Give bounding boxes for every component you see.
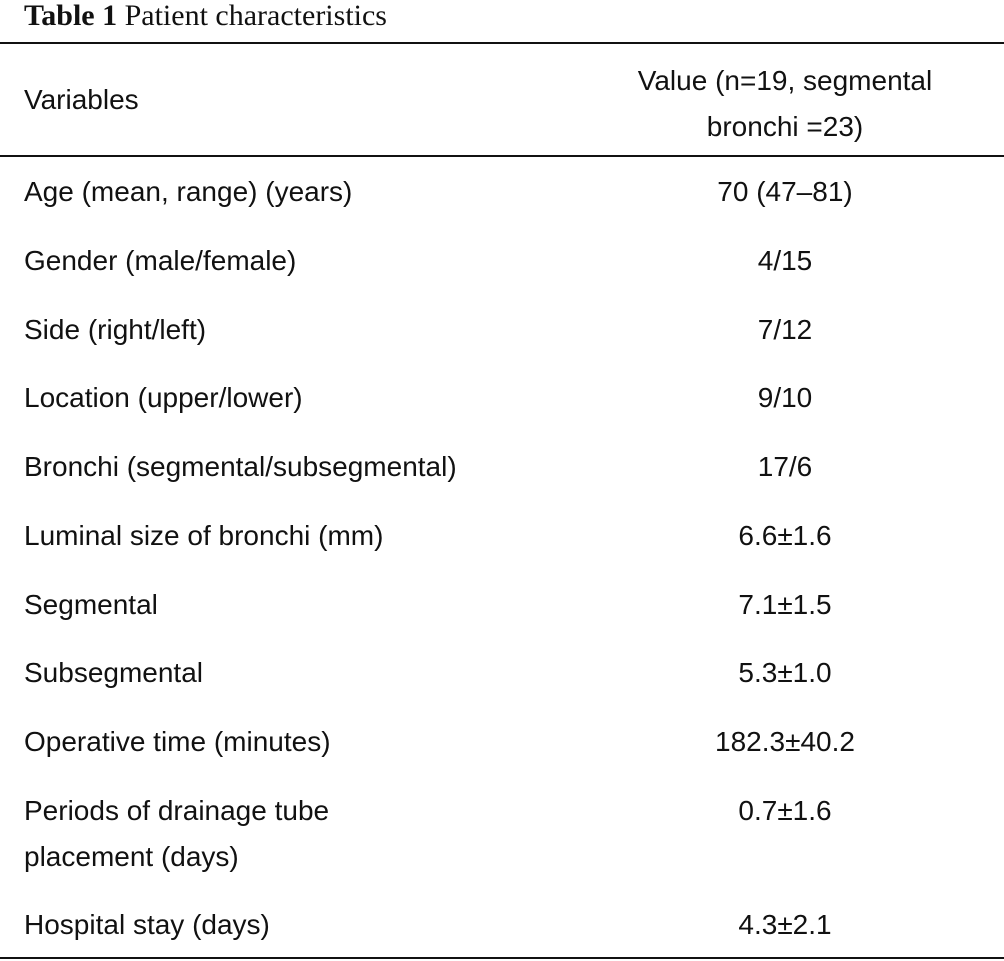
row-variable: Segmental: [24, 589, 158, 620]
row-variable: Side (right/left): [24, 314, 207, 345]
table-row: Subsegmental 5.3±1.0: [0, 638, 1004, 707]
row-variable: Operative time (minutes): [24, 726, 331, 757]
row-value: 7.1±1.5: [738, 589, 832, 620]
table-header: Variables Value (n=19, segmental bronchi…: [0, 44, 1004, 155]
row-variable: Age (mean, range) (years): [24, 176, 353, 207]
row-value: 4.3±2.1: [738, 909, 832, 940]
row-variable: Bronchi (segmental/subsegmental): [24, 451, 457, 482]
table-row: Bronchi (segmental/subsegmental) 17/6: [0, 432, 1004, 501]
table-row: Periods of drainage tube placement (days…: [0, 776, 1004, 890]
table-row: Gender (male/female) 4/15: [0, 226, 1004, 295]
row-value: 4/15: [757, 245, 813, 276]
row-variable-line2: placement (days): [24, 841, 239, 872]
row-variable: Hospital stay (days): [24, 909, 270, 940]
row-variable: Luminal size of bronchi (mm): [24, 520, 384, 551]
table-row: Location (upper/lower) 9/10: [0, 363, 1004, 432]
header-rule: [0, 155, 1004, 157]
row-value: 5.3±1.0: [738, 657, 832, 688]
table-row: Segmental 7.1±1.5: [0, 570, 1004, 638]
row-variable: Location (upper/lower): [24, 382, 303, 413]
row-value: 182.3±40.2: [715, 726, 855, 757]
header-value-line2: bronchi =23): [706, 111, 864, 142]
table-title: Patient characteristics: [124, 0, 387, 32]
row-variable: Subsegmental: [24, 657, 204, 688]
row-value: 0.7±1.6: [738, 795, 832, 826]
row-variable-line1: Periods of drainage tube: [24, 795, 330, 826]
table-caption: Table 1 Patient characteristics: [24, 0, 387, 36]
table-row: Hospital stay (days) 4.3±2.1: [0, 890, 1004, 959]
row-value: 9/10: [757, 382, 813, 413]
table-label: Table 1: [24, 0, 118, 32]
header-variables: Variables: [24, 83, 139, 115]
table-row: Side (right/left) 7/12: [0, 295, 1004, 363]
header-value-line1: Value (n=19, segmental: [637, 65, 933, 96]
row-variable: Gender (male/female): [24, 245, 297, 276]
bottom-rule: [0, 957, 1004, 959]
table-row: Operative time (minutes) 182.3±40.2: [0, 707, 1004, 776]
table-body: Age (mean, range) (years) 70 (47–81) Gen…: [0, 157, 1004, 959]
table-row: Age (mean, range) (years) 70 (47–81): [0, 157, 1004, 226]
header-value: Value (n=19, segmental bronchi =23): [600, 58, 970, 150]
row-value: 7/12: [757, 314, 813, 345]
row-variable: Periods of drainage tube placement (days…: [24, 788, 444, 880]
row-value: 70 (47–81): [717, 176, 853, 207]
table-row: Luminal size of bronchi (mm) 6.6±1.6: [0, 501, 1004, 570]
top-rule: [0, 42, 1004, 44]
row-value: 6.6±1.6: [738, 520, 832, 551]
row-value: 17/6: [757, 451, 813, 482]
